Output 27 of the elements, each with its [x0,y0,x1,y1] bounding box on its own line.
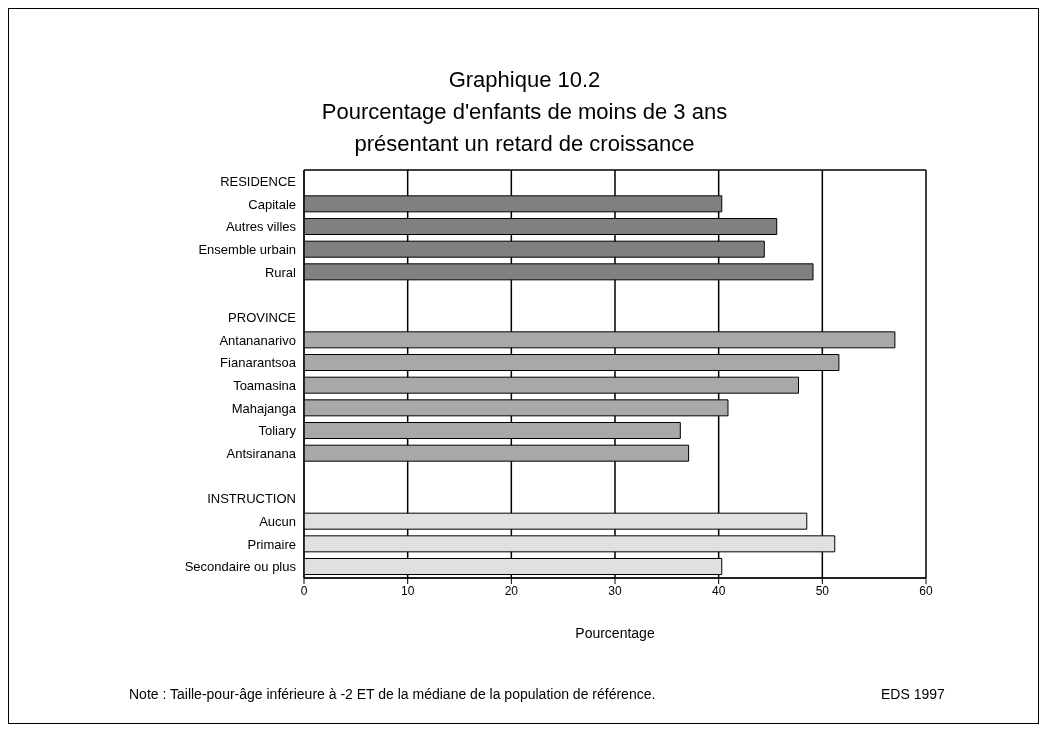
y-tick-label: Toamasina [233,377,297,393]
y-tick-label: Rural [264,264,297,280]
x-axis-title: Pourcentage [574,625,656,641]
x-tick-label: 0 [300,583,308,598]
y-tick-label: Toliary [258,423,297,439]
x-tick-label: 40 [711,583,726,598]
text: Note : Taille-pour-âge inférieure à -2 ET de la médiane de la population de référence. [129,686,656,702]
y-tick-label: Fianarantsoa [220,355,297,371]
x-tick-label: 20 [504,583,519,598]
y-tick-label: RESIDENCE [220,173,297,189]
x-tick-label: 60 [919,583,933,598]
y-tick-label: Antsiranana [226,445,297,461]
x-tick-label: 10 [400,583,415,598]
x-tick-label: 50 [815,583,830,598]
text: EDS 1997 [881,686,945,702]
y-tick-label: INSTRUCTION [207,491,296,507]
y-tick-label: Secondaire ou plus [184,559,297,575]
y-tick-label: Primaire [247,536,296,552]
y-tick-label: PROVINCE [228,309,297,325]
y-tick-label: Aucun [259,513,296,529]
y-tick-label: Mahajanga [231,400,297,416]
y-tick-label: Capitale [248,196,296,212]
y-tick-label: Ensemble urbain [198,241,296,257]
y-tick-label: Autres villes [225,219,297,235]
x-tick-label: 30 [608,583,622,598]
y-tick-label: Antananarivo [219,332,296,348]
chart-title: Graphique 10.2 Pourcentage d'enfants de moins de 3 ans présentant un retard de croissance [320,66,729,158]
